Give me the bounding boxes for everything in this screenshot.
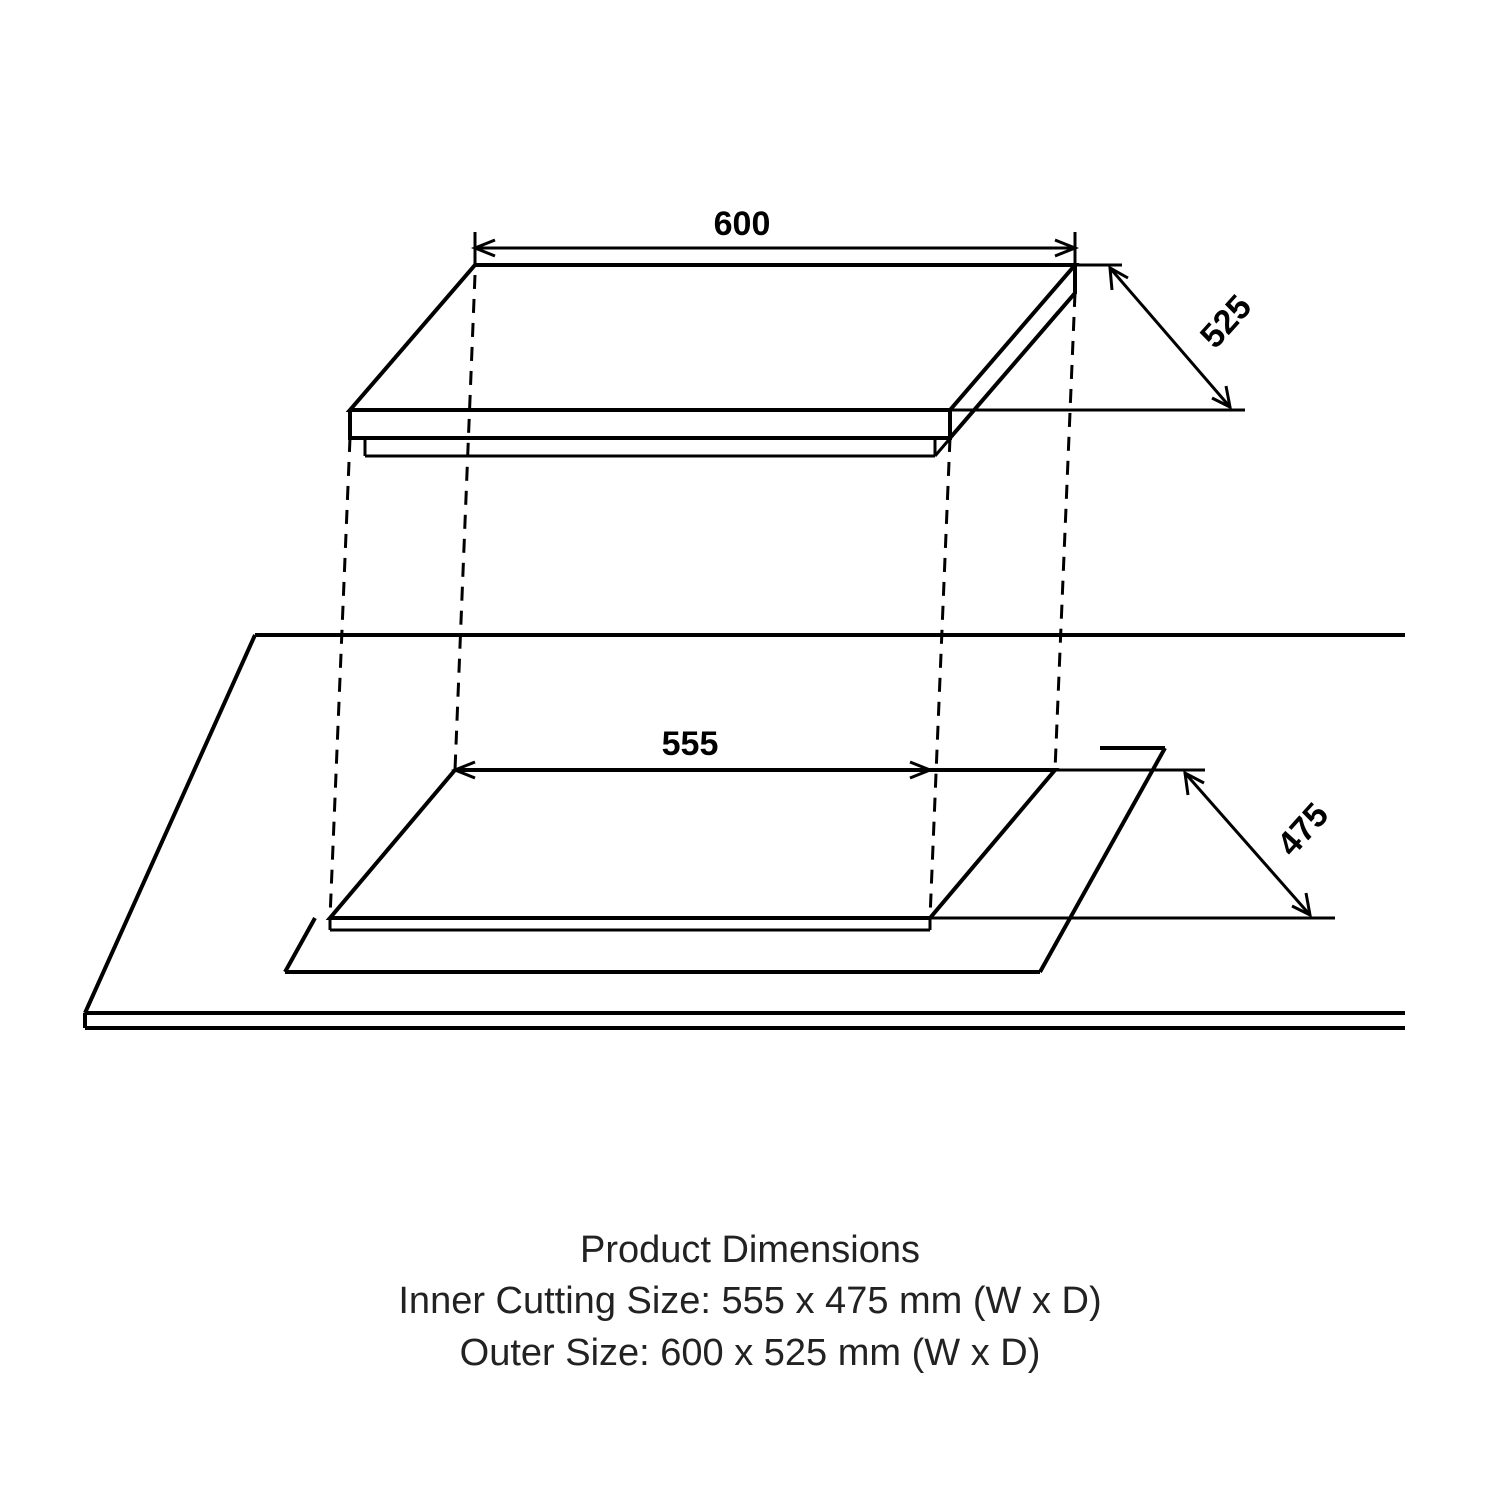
hob-top-face [350, 265, 1075, 410]
hob-front-face [350, 410, 950, 438]
cutout-opening [330, 770, 1055, 918]
hob-right-face [950, 265, 1075, 438]
dimension-555 [455, 762, 930, 778]
caption-line-1: Inner Cutting Size: 555 x 475 mm (W x D) [0, 1276, 1500, 1327]
caption-block: Product Dimensions Inner Cutting Size: 5… [0, 1225, 1500, 1379]
dim-label-555: 555 [662, 725, 719, 764]
caption-line-2: Outer Size: 600 x 525 mm (W x D) [0, 1328, 1500, 1379]
hob-under-lip-right [935, 312, 1058, 456]
dimension-600 [475, 232, 1075, 265]
projection-lines [330, 275, 1075, 918]
diagram-canvas: 600 525 555 475 Product Dimensions Inner… [0, 0, 1500, 1499]
caption-title: Product Dimensions [0, 1225, 1500, 1276]
counter-left-edge [85, 635, 255, 1013]
dim-label-600: 600 [714, 205, 771, 244]
outer-band-right [1040, 748, 1165, 972]
